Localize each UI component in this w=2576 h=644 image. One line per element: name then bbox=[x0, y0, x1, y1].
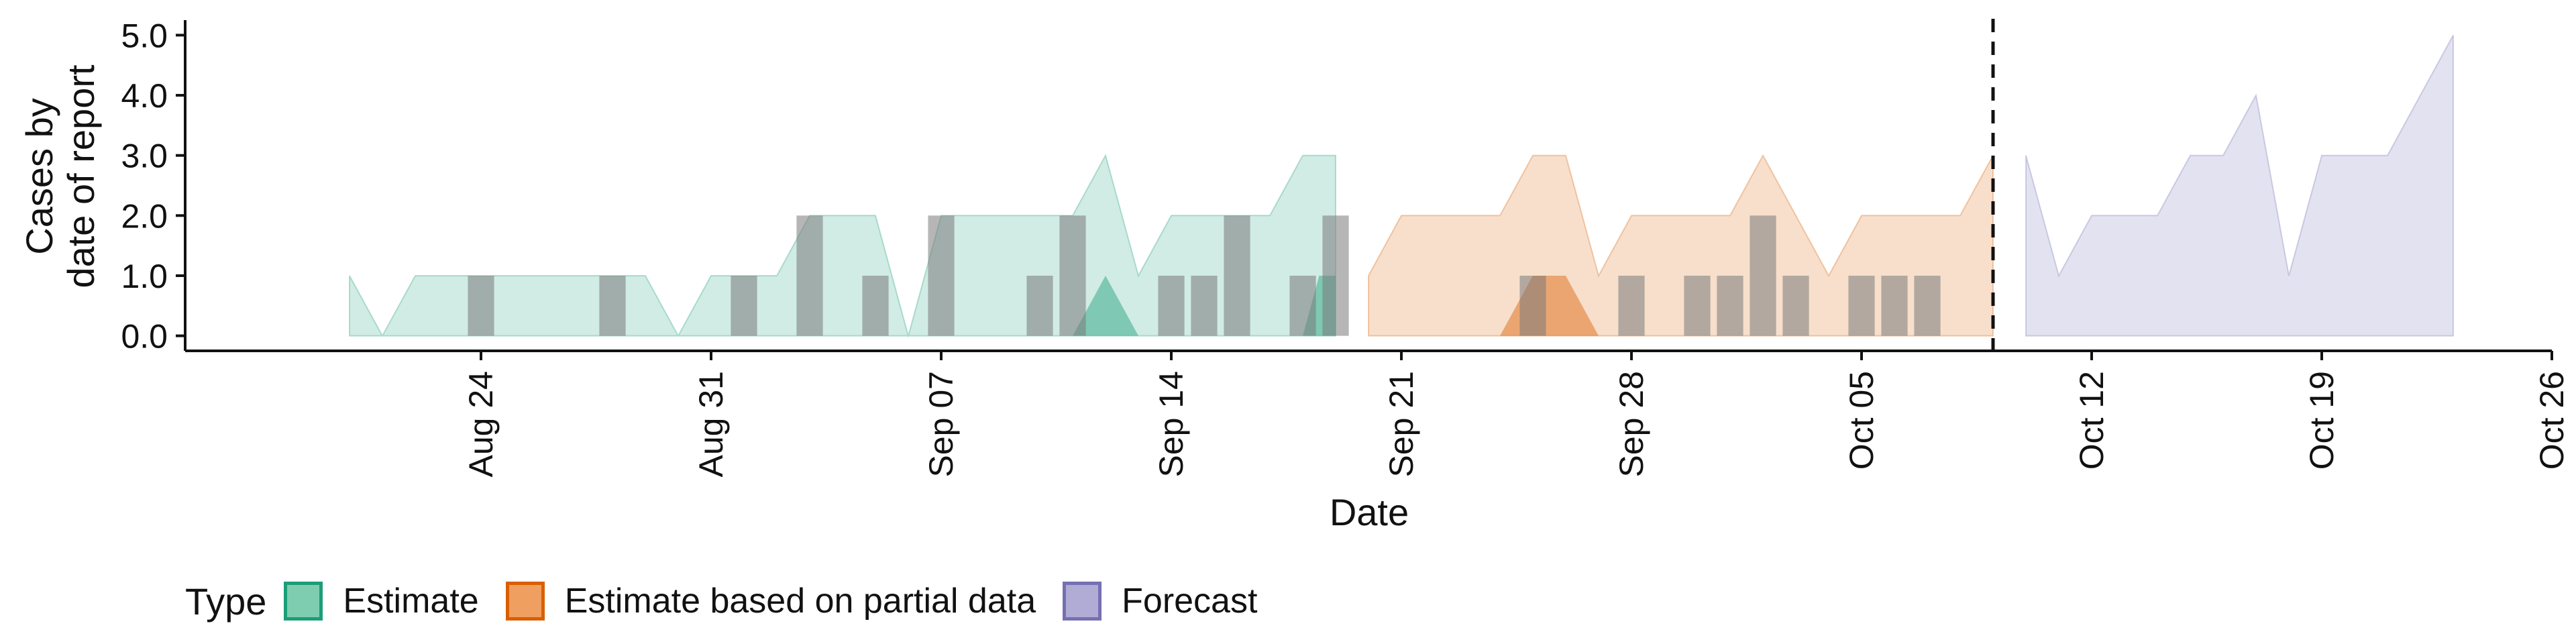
uncertainty-bands-outer bbox=[349, 34, 2454, 339]
legend-key-forecast bbox=[1063, 582, 1102, 621]
reported-case-bar bbox=[1848, 276, 1875, 336]
y-axis-title-line-1: Cases by bbox=[18, 98, 60, 254]
reported-case-bar bbox=[1914, 276, 1941, 336]
axes: 0.0 1.0 2.0 3.0 4.0 5.0 Aug 24 Aug 31 Sep 07 Sep … bbox=[121, 17, 2571, 477]
y-tick-label: 5.0 bbox=[121, 17, 168, 54]
x-tick-label: Oct 26 bbox=[2533, 371, 2571, 470]
reported-case-bar bbox=[1322, 215, 1349, 336]
y-axis-title: Cases by date of report bbox=[18, 64, 102, 288]
x-axis-title: Date bbox=[1330, 491, 1409, 533]
reported-case-bar bbox=[468, 276, 494, 336]
legend-label-partial: Estimate based on partial data bbox=[564, 582, 1036, 621]
y-axis-title-line-2: date of report bbox=[60, 64, 102, 288]
reported-cases-bars bbox=[468, 215, 1941, 336]
reported-case-bar bbox=[1519, 276, 1546, 336]
reported-case-bar bbox=[1782, 276, 1809, 336]
reported-case-bar bbox=[862, 276, 889, 336]
reported-case-bar bbox=[731, 276, 757, 336]
y-tick-label: 4.0 bbox=[121, 77, 168, 115]
x-tick-label: Sep 28 bbox=[1613, 371, 1650, 477]
y-tick-label: 2.0 bbox=[121, 197, 168, 235]
x-tick-label: Aug 24 bbox=[462, 371, 500, 477]
reported-case-bar bbox=[1717, 276, 1743, 336]
legend: Type Estimate Estimate based on partial … bbox=[185, 574, 1284, 628]
reported-case-bar bbox=[1618, 276, 1645, 336]
x-tick-label: Oct 12 bbox=[2073, 371, 2110, 470]
legend-key-partial bbox=[505, 582, 545, 621]
reported-case-bar bbox=[1684, 276, 1711, 336]
x-tick-label: Sep 21 bbox=[1383, 371, 1420, 477]
reported-case-bar bbox=[1750, 215, 1776, 336]
y-tick-label: 0.0 bbox=[121, 318, 168, 356]
reported-case-bar bbox=[796, 215, 823, 336]
legend-label-estimate: Estimate bbox=[343, 582, 479, 621]
reported-case-bar bbox=[1881, 276, 1908, 336]
reported-case-bar bbox=[928, 215, 955, 336]
reported-case-bar bbox=[1026, 276, 1053, 336]
reported-case-bar bbox=[1224, 215, 1250, 336]
x-tick-label: Sep 07 bbox=[922, 371, 960, 477]
reported-case-bar bbox=[1158, 276, 1185, 336]
band-outer-forecast bbox=[2025, 34, 2454, 337]
reported-case-bar bbox=[1191, 276, 1218, 336]
x-tick-label: Aug 31 bbox=[692, 371, 730, 477]
y-tick-label: 3.0 bbox=[121, 138, 168, 175]
band-outer-estimate bbox=[349, 154, 1336, 339]
reported-case-bar bbox=[1059, 215, 1086, 336]
x-tick-label: Oct 19 bbox=[2303, 371, 2341, 470]
reported-case-bar bbox=[599, 276, 626, 336]
legend-key-estimate bbox=[284, 582, 323, 621]
y-tick-label: 1.0 bbox=[121, 258, 168, 295]
legend-label-forecast: Forecast bbox=[1122, 582, 1258, 621]
x-tick-label: Sep 14 bbox=[1152, 371, 1190, 477]
reported-case-bar bbox=[1289, 276, 1316, 336]
x-tick-label: Oct 05 bbox=[1843, 371, 1880, 470]
legend-title: Type bbox=[185, 580, 267, 623]
